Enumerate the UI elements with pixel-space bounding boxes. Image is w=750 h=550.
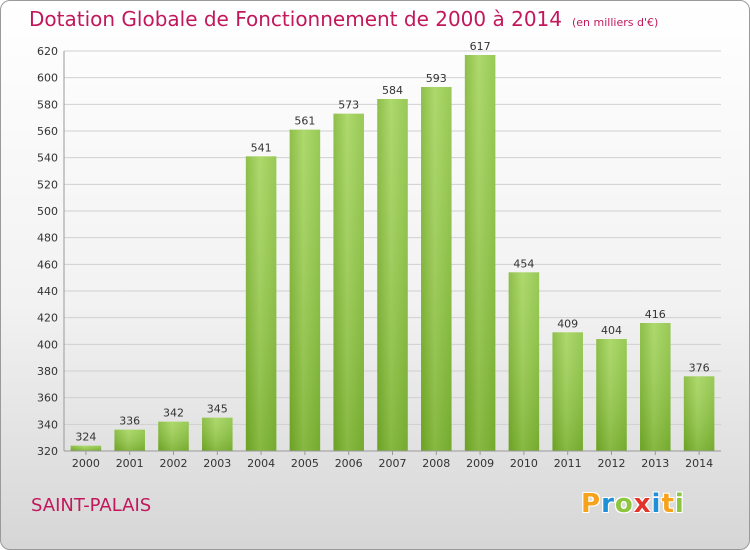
x-tick-label: 2005 [291, 457, 319, 470]
data-label: 573 [338, 99, 359, 112]
data-label: 404 [601, 324, 622, 337]
y-tick-label: 620 [37, 45, 58, 58]
bar-shade [202, 417, 233, 451]
data-label: 561 [294, 115, 315, 128]
logo-letter: x [633, 489, 652, 519]
y-tick-label: 320 [37, 445, 58, 458]
x-tick-label: 2002 [160, 457, 188, 470]
y-tick-label: 500 [37, 205, 58, 218]
data-label: 336 [119, 415, 140, 428]
y-tick-label: 440 [37, 285, 58, 298]
data-label: 416 [645, 308, 666, 321]
y-tick-label: 380 [37, 365, 58, 378]
logo-letter: o [614, 489, 634, 519]
commune-name: SAINT-PALAIS [31, 495, 152, 516]
bar-shade [421, 87, 452, 451]
title-row: Dotation Globale de Fonctionnement de 20… [29, 7, 658, 31]
chart-title: Dotation Globale de Fonctionnement de 20… [29, 7, 562, 31]
bar-shade [508, 272, 540, 451]
x-tick-label: 2009 [466, 457, 494, 470]
logo-letter: i [651, 489, 662, 519]
x-tick-label: 2011 [554, 457, 582, 470]
bar-shade [245, 156, 277, 452]
x-tick-label: 2004 [247, 457, 275, 470]
bar-shade [683, 376, 715, 451]
y-tick-label: 480 [37, 232, 58, 245]
y-tick-label: 560 [37, 125, 58, 138]
data-labels-layer: 324 336 342 345 541 561 573 584 593 617 454 409 404 4… [75, 40, 709, 444]
x-tick-label: 2010 [510, 457, 538, 470]
y-tick-label: 600 [37, 72, 58, 85]
axes-layer: 320 340 360 380 400 420 440 460 480 500 520 540 560 5… [37, 45, 721, 470]
bar-shade [640, 323, 671, 451]
bar-shade [596, 339, 627, 451]
data-label: 617 [470, 40, 491, 53]
y-tick-label: 340 [37, 418, 58, 431]
y-tick-label: 580 [37, 98, 58, 111]
data-label: 409 [557, 317, 578, 330]
bar-shade [114, 429, 145, 451]
x-tick-label: 2008 [422, 457, 450, 470]
bar-shade [552, 332, 583, 451]
y-tick-label: 460 [37, 258, 58, 271]
data-label: 376 [689, 361, 710, 374]
logo-letter: r [601, 489, 615, 519]
x-tick-label: 2007 [379, 457, 407, 470]
data-label: 324 [75, 431, 96, 444]
logo-letter: P [581, 489, 602, 519]
bar-shade [158, 421, 189, 451]
bar-shade [464, 55, 496, 451]
data-label: 541 [251, 141, 272, 154]
x-tick-label: 2014 [685, 457, 713, 470]
bar-shade [289, 129, 321, 451]
x-tick-label: 2001 [116, 457, 144, 470]
bar-shade [70, 445, 102, 451]
x-tick-label: 2006 [335, 457, 363, 470]
chart-subtitle: (en milliers d'€) [572, 16, 659, 29]
y-tick-label: 400 [37, 338, 58, 351]
x-tick-label: 2013 [641, 457, 669, 470]
y-tick-label: 540 [37, 152, 58, 165]
y-tick-label: 360 [37, 392, 58, 405]
bars-layer [70, 55, 715, 452]
y-tick-label: 420 [37, 312, 58, 325]
bar-shade [377, 99, 408, 451]
data-label: 342 [163, 407, 184, 420]
x-tick-label: 2000 [72, 457, 100, 470]
y-tick-label: 520 [37, 178, 58, 191]
logo-letter: i [674, 489, 685, 519]
x-tick-label: 2012 [598, 457, 626, 470]
logo-letter: t [661, 489, 675, 519]
bar-shade [333, 113, 364, 452]
x-tick-label: 2003 [203, 457, 231, 470]
data-label: 584 [382, 84, 403, 97]
data-label: 593 [426, 72, 447, 85]
proxiti-logo: Proxiti [581, 489, 685, 519]
data-label: 345 [207, 403, 228, 416]
data-label: 454 [513, 257, 534, 270]
